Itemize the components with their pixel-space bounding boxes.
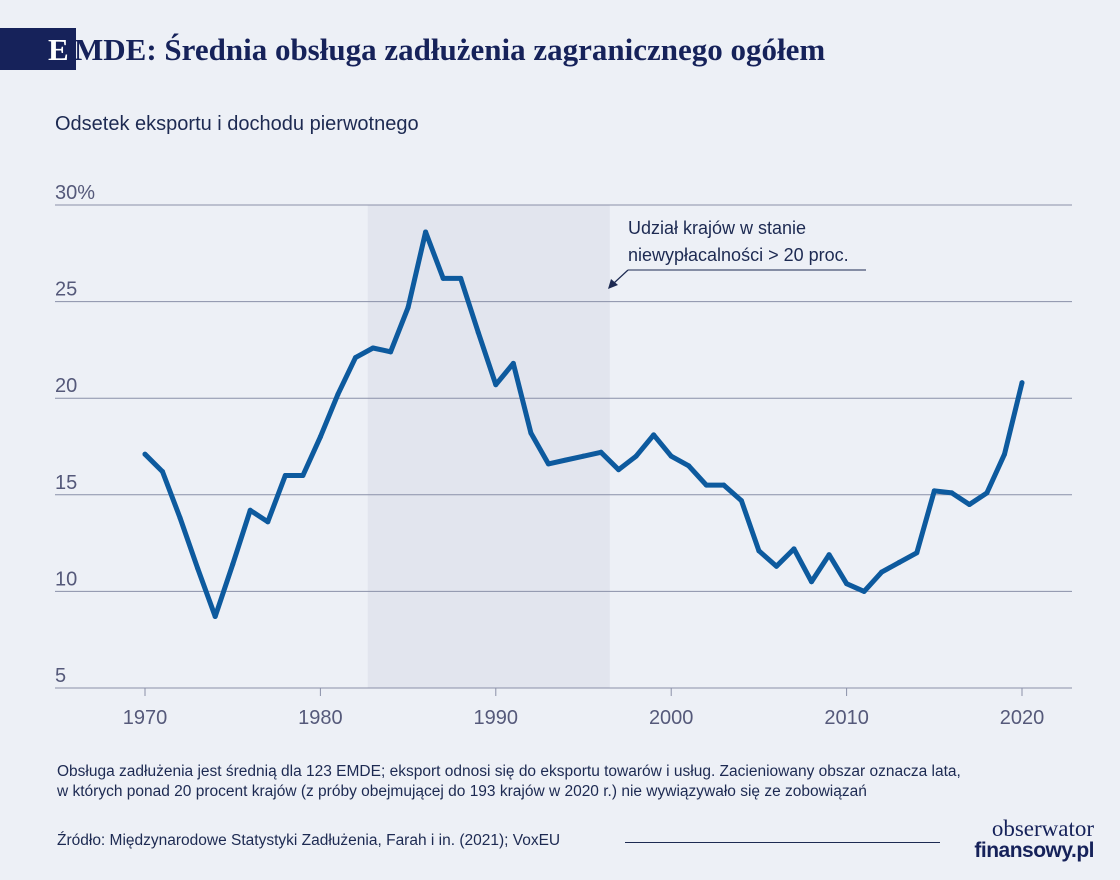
data-point — [738, 498, 744, 504]
logo-line-2: finansowy.pl — [974, 839, 1094, 862]
x-tick-label: 2020 — [1000, 707, 1045, 729]
y-tick-label: 5 — [55, 665, 66, 687]
data-point — [1019, 380, 1025, 386]
data-point — [458, 275, 464, 281]
title-first-letter: E — [48, 32, 69, 67]
data-point — [984, 490, 990, 496]
data-point — [510, 360, 516, 366]
data-point — [791, 546, 797, 552]
annotation: Udział krajów w stanie niewypłacalności >… — [608, 218, 866, 289]
shaded-region — [367, 205, 610, 688]
data-point — [388, 349, 394, 355]
data-point — [581, 453, 586, 459]
data-point — [317, 434, 323, 440]
grid-layer: 5 10 15 20 25 30% — [55, 182, 1072, 689]
x-tick-label: 1980 — [298, 707, 343, 729]
data-point — [861, 588, 867, 594]
source-divider — [625, 842, 940, 843]
data-point — [282, 472, 288, 478]
data-point — [879, 569, 885, 575]
data-point — [563, 457, 569, 463]
data-point — [598, 449, 604, 455]
data-point — [931, 488, 937, 494]
data-point — [949, 490, 955, 496]
data-point — [1001, 451, 1007, 457]
data-point — [721, 482, 727, 488]
data-point — [809, 579, 815, 585]
data-point — [914, 550, 920, 556]
data-point — [335, 391, 341, 397]
series-layer — [142, 229, 1025, 620]
y-tick-label: 30% — [55, 182, 95, 204]
data-point — [545, 461, 551, 467]
y-tick-label: 15 — [55, 472, 77, 494]
data-point — [475, 330, 481, 336]
data-point — [651, 432, 657, 438]
logo-line-1: obserwator — [991, 816, 1094, 841]
note-line-2: w których ponad 20 procent krajów (z pró… — [57, 783, 867, 800]
data-point — [686, 463, 692, 469]
data-point — [247, 507, 253, 513]
data-point — [142, 451, 148, 457]
annotation-line-1: Udział krajów w stanie — [628, 218, 806, 238]
data-point — [826, 552, 832, 558]
x-tick-label: 1990 — [474, 707, 519, 729]
annotation-line-2: niewypłacalności > 20 proc. — [628, 245, 849, 265]
data-point — [265, 519, 271, 525]
data-point — [633, 453, 639, 459]
data-point — [230, 561, 236, 567]
data-point — [844, 581, 850, 587]
data-point — [300, 472, 306, 478]
chart-subtitle: Odsetek eksportu i dochodu pierwotnego — [55, 113, 419, 135]
data-point — [423, 229, 429, 235]
data-point — [493, 382, 499, 388]
data-point — [160, 469, 166, 475]
data-point — [195, 565, 201, 571]
y-tick-label: 20 — [55, 375, 77, 397]
x-axis: 1970 1980 1990 2000 2010 2020 — [123, 688, 1045, 729]
data-point — [352, 355, 358, 361]
data-point — [616, 467, 622, 473]
data-point — [528, 430, 534, 436]
data-point — [703, 482, 709, 488]
data-point — [966, 501, 972, 507]
title-accent-bar — [0, 28, 76, 70]
data-point — [177, 515, 183, 521]
data-point — [370, 345, 376, 351]
chart-title: MDE: Średnia obsługa zadłużenia zagranic… — [74, 32, 826, 67]
note-line-1: Obsługa zadłużenia jest średnią dla 123 … — [57, 763, 961, 780]
data-point — [773, 563, 779, 569]
annotation-arrowhead — [608, 279, 618, 289]
x-tick-label: 1970 — [123, 707, 168, 729]
data-point — [896, 559, 902, 565]
publisher-logo: obserwator finansowy.pl — [944, 816, 1094, 862]
annotation-leader — [613, 269, 629, 284]
x-tick-label: 2010 — [824, 707, 869, 729]
y-tick-label: 25 — [55, 279, 77, 301]
data-point — [440, 275, 446, 281]
shaded-region-layer — [367, 205, 610, 688]
data-point — [212, 614, 218, 620]
data-point — [668, 453, 674, 459]
data-point — [756, 548, 762, 554]
y-tick-label: 10 — [55, 568, 77, 590]
x-tick-label: 2000 — [649, 707, 694, 729]
data-point — [405, 304, 411, 310]
chart-note: Obsługa zadłużenia jest średnią dla 123 … — [57, 762, 1077, 802]
source-text: Źródło: Międzynarodowe Statystyki Zadłuż… — [57, 832, 561, 849]
